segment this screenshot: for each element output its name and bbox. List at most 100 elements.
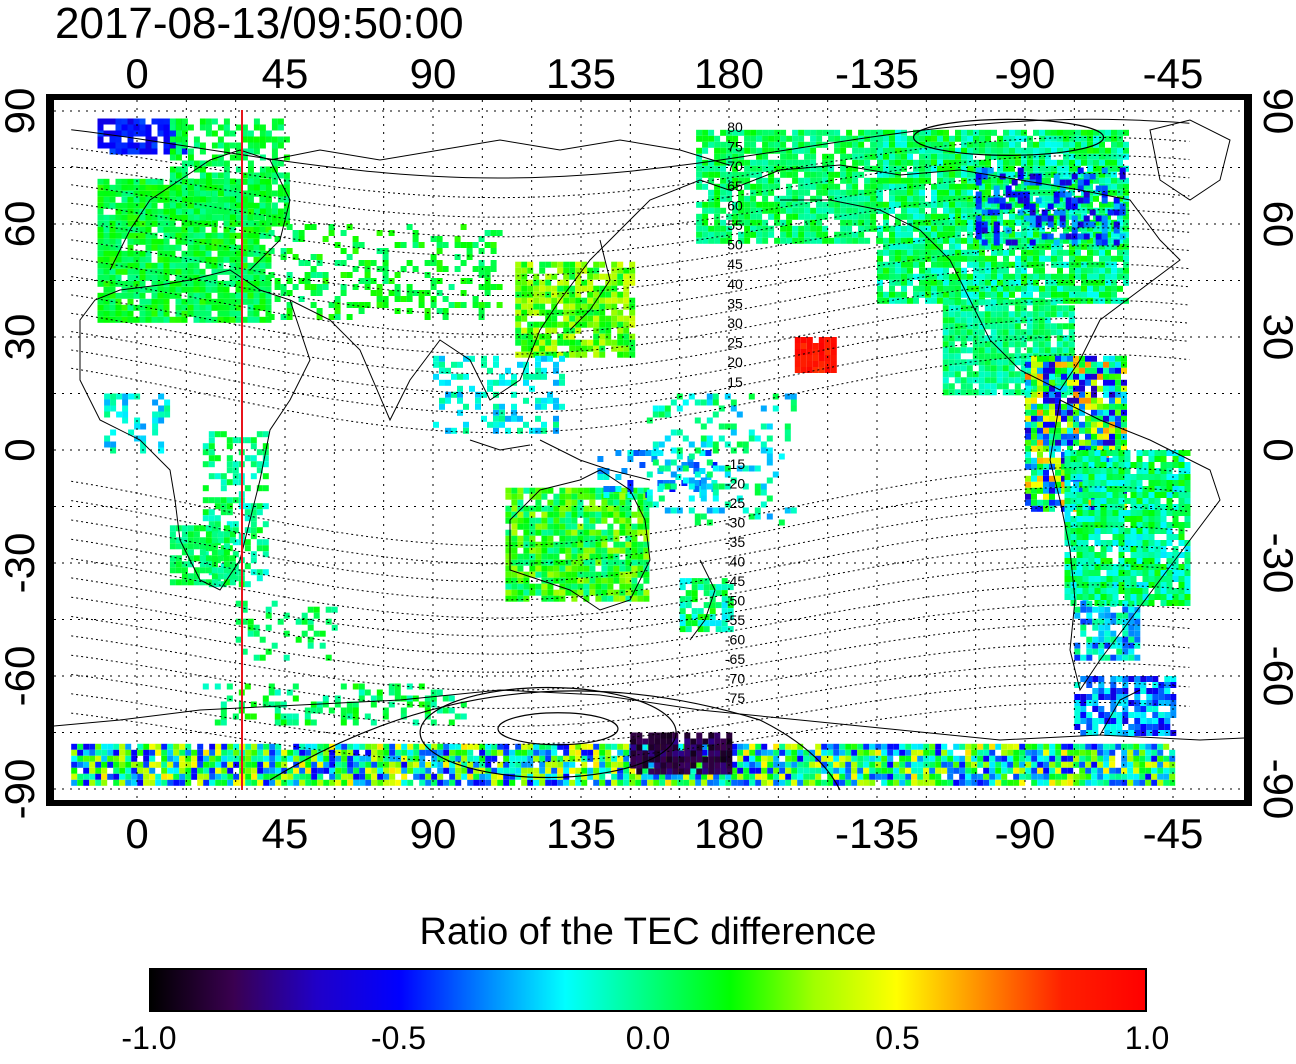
tec-cell [581, 297, 588, 304]
tec-cell [1045, 153, 1051, 160]
tec-cell [715, 626, 722, 633]
tec-cell [466, 242, 473, 248]
tec-cell [786, 171, 793, 178]
tec-cell [298, 260, 305, 266]
tec-cell [127, 124, 134, 131]
tec-cell [352, 236, 359, 242]
tec-cell [607, 553, 614, 560]
tec-cell [984, 353, 991, 360]
tec-cell [211, 256, 218, 263]
tec-cell [1037, 487, 1043, 494]
tec-cell [412, 236, 419, 242]
tec-cell [1091, 403, 1097, 410]
tec-cell [1094, 504, 1101, 510]
tec-cell [990, 371, 997, 378]
tec-cell [816, 195, 823, 202]
tec-cell [1049, 475, 1055, 482]
tec-cell [702, 213, 709, 220]
tec-cell [127, 250, 134, 257]
tec-cell [521, 351, 528, 358]
tec-cell [247, 142, 254, 149]
tec-cell [768, 207, 775, 214]
tec-cell [942, 329, 949, 336]
tec-cell [1035, 197, 1042, 204]
tec-cell [1039, 249, 1045, 256]
tec-cell [1109, 397, 1115, 404]
tec-cell [478, 248, 485, 254]
tec-cell [157, 280, 164, 287]
tec-cell [1069, 141, 1075, 148]
tec-cell [382, 278, 389, 284]
tec-cell [226, 503, 233, 510]
tec-cell [822, 183, 829, 190]
tec-cell [466, 254, 473, 260]
tec-cell [948, 383, 955, 390]
tec-cell [1015, 237, 1021, 244]
tec-cell [211, 555, 218, 562]
tec-cell [1083, 215, 1090, 222]
tec-cell [1094, 474, 1101, 480]
tec-cell [583, 559, 590, 566]
tec-cell [1100, 540, 1107, 546]
tec-cell [949, 201, 955, 208]
tec-cell [211, 196, 218, 203]
tec-cell [629, 345, 636, 352]
tec-cell [229, 316, 236, 323]
tec-cell [517, 523, 524, 530]
tec-cell [1076, 522, 1083, 528]
tec-cell [265, 298, 272, 305]
tec-cell [955, 261, 961, 268]
tec-cell [877, 261, 883, 268]
tec-cell [637, 553, 644, 560]
tec-cell [1064, 498, 1071, 504]
tec-cell [714, 189, 721, 196]
tec-cell [1073, 397, 1079, 404]
tec-cell [979, 231, 985, 238]
tec-cell [1037, 469, 1043, 476]
tec-cell [472, 266, 479, 272]
tec-cell [1117, 129, 1123, 136]
tec-cell [625, 541, 632, 548]
tec-cell [985, 141, 991, 148]
tec-cell [1099, 297, 1105, 304]
tec-cell [559, 577, 566, 584]
tec-cell [623, 285, 630, 292]
tec-cell [697, 608, 704, 615]
tec-cell [193, 196, 200, 203]
tec-cell [1109, 385, 1115, 392]
tec-cell [565, 577, 572, 584]
tec-cell [535, 553, 542, 560]
tec-cell [211, 316, 218, 323]
tec-cell [768, 189, 775, 196]
tec-cell [304, 260, 311, 266]
tec-cell [967, 153, 973, 160]
tec-cell [217, 178, 224, 185]
tec-cell [985, 273, 991, 280]
tec-cell [256, 527, 263, 534]
tec-cell [840, 207, 847, 214]
tec-cell [955, 291, 961, 298]
tec-cell [460, 302, 467, 308]
tec-cell [629, 321, 636, 328]
tec-cell [1121, 355, 1127, 362]
tec-cell [643, 505, 650, 512]
tec-cell [792, 129, 799, 136]
tec-cell [175, 202, 182, 209]
tec-cell [1099, 261, 1105, 268]
tec-cell [864, 147, 871, 154]
tec-cell [274, 296, 281, 302]
tec-cell [949, 141, 955, 148]
tec-cell [1073, 403, 1079, 410]
tec-cell [852, 231, 859, 238]
tec-cell [786, 231, 793, 238]
tec-cell [1075, 153, 1081, 160]
tec-cell [208, 521, 215, 528]
tec-cell [1094, 492, 1101, 498]
tec-cell [1039, 291, 1045, 298]
tec-cell [571, 535, 578, 542]
tec-cell [205, 262, 212, 269]
tec-cell [1118, 474, 1125, 480]
tec-cell [997, 249, 1003, 256]
tec-cell [247, 262, 254, 269]
tec-cell [1091, 391, 1097, 398]
